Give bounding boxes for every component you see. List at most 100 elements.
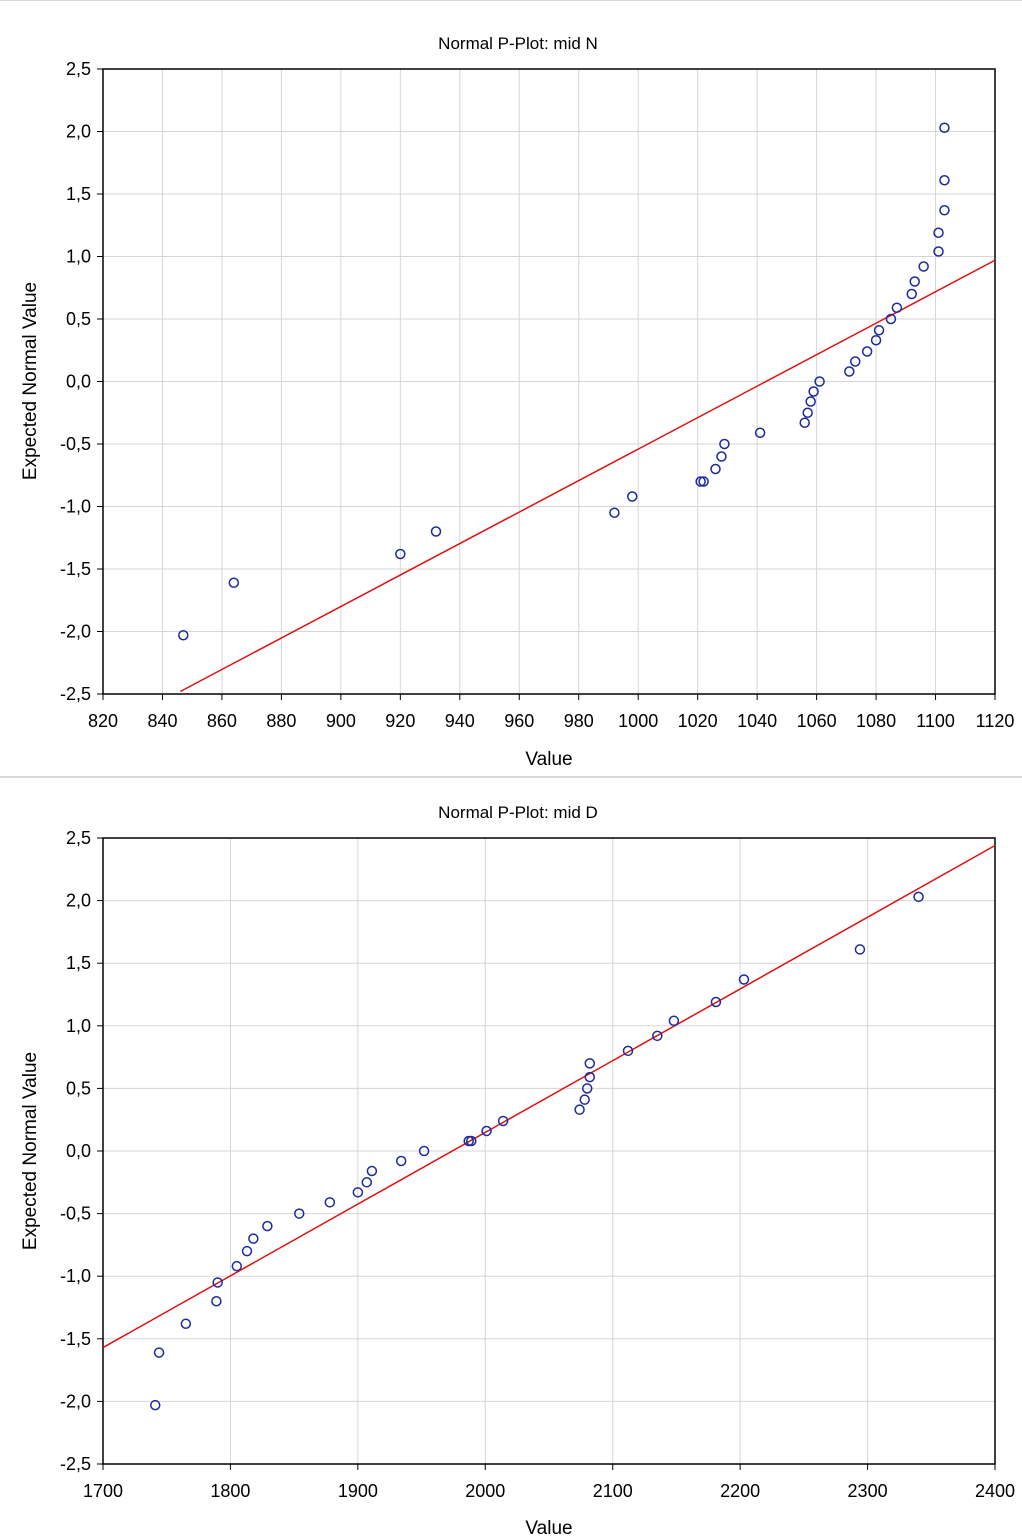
data-point	[228, 577, 240, 588]
x-tick-label: 1080	[856, 711, 896, 731]
y-tick-label: -1,5	[60, 1329, 91, 1349]
x-tick-label: 960	[504, 711, 534, 731]
data-point	[652, 1030, 663, 1042]
data-point	[579, 1094, 590, 1105]
x-tick-label: 1120	[976, 711, 1015, 731]
data-point	[366, 1165, 378, 1177]
y-tick-label: 1,0	[66, 247, 91, 267]
p-plot-mid-n: Normal P-Plot: mid N 820 840 860 880 900 920 9…	[20, 34, 1015, 770]
y-tick-label: 2,5	[66, 828, 91, 848]
data-point	[627, 491, 638, 502]
data-point	[873, 325, 885, 336]
chart-title: Normal P-Plot: mid N	[438, 34, 598, 53]
data-point	[584, 1058, 596, 1069]
data-point	[808, 386, 819, 397]
data-point	[710, 996, 722, 1008]
y-tick-label: -1,0	[60, 497, 91, 517]
data-point	[695, 476, 706, 487]
data-point	[802, 407, 813, 418]
x-tick-label: 1060	[797, 711, 837, 731]
y-tick-label: -2,5	[60, 684, 91, 704]
p-plot-mid-d: Normal P-Plot: mid D 1700 1800 1900 2000 210…	[20, 803, 1015, 1538]
data-point	[850, 356, 861, 367]
data-point	[622, 1045, 634, 1057]
data-point	[241, 1245, 253, 1257]
x-tick-label: 820	[88, 711, 118, 731]
data-point	[891, 302, 903, 313]
y-tick-label: 1,5	[66, 953, 91, 973]
data-point	[361, 1177, 373, 1188]
data-point	[180, 1318, 192, 1330]
fit-line	[102, 844, 996, 1349]
data-point	[430, 526, 442, 537]
data-point	[481, 1125, 492, 1137]
data-point	[854, 944, 866, 955]
data-point	[149, 1399, 161, 1411]
x-tick-label: 1040	[737, 711, 777, 731]
data-point	[609, 507, 620, 518]
y-tick-label: -2,0	[60, 622, 91, 642]
y-tick-label: 2,5	[66, 59, 91, 79]
data-point	[805, 396, 816, 407]
chart-panel-mid-d: Normal P-Plot: mid D 1700 1800 1900 2000 210…	[0, 776, 1022, 1540]
data-point	[584, 1071, 596, 1083]
data-point	[418, 1145, 430, 1157]
x-tick-label: 2300	[848, 1481, 888, 1501]
x-tick-label: 1800	[210, 1481, 250, 1501]
x-axis-label: Value	[525, 749, 572, 770]
data-point	[352, 1187, 364, 1198]
x-tick-label: 980	[564, 711, 594, 731]
data-point	[212, 1277, 223, 1288]
data-point	[909, 276, 920, 287]
data-point	[574, 1104, 585, 1115]
x-tick-label: 860	[207, 711, 237, 731]
data-point	[581, 1083, 593, 1094]
data-point	[933, 246, 944, 257]
data-point	[211, 1295, 222, 1307]
data-point	[719, 438, 730, 450]
y-axis-label: Expected Normal Value	[20, 1052, 41, 1250]
data-point	[939, 205, 950, 216]
x-tick-label: 880	[266, 711, 296, 731]
x-tick-label: 1100	[916, 711, 955, 731]
x-axis-label: Value	[525, 1518, 572, 1538]
data-point	[153, 1347, 165, 1358]
data-point	[324, 1197, 336, 1208]
chart-title: Normal P-Plot: mid D	[438, 803, 598, 822]
y-tick-label: -0,5	[60, 434, 91, 454]
chart-panel-mid-n: Normal P-Plot: mid N 820 840 860 880 900 920 9…	[0, 0, 1022, 770]
data-point	[913, 891, 924, 903]
x-tick-label: 1900	[338, 1481, 378, 1501]
data-point	[885, 313, 897, 325]
data-point	[939, 122, 950, 133]
y-tick-label: -2,5	[60, 1454, 91, 1474]
x-tick-label: 1000	[618, 711, 658, 731]
x-tick-label: 940	[445, 711, 475, 731]
data-point	[698, 476, 709, 487]
x-tick-label: 2400	[975, 1481, 1015, 1501]
data-point	[178, 630, 189, 641]
x-tick-label: 840	[147, 711, 177, 731]
y-tick-label: 0,5	[66, 309, 91, 329]
x-tick-label: 900	[326, 711, 356, 731]
data-point	[716, 451, 727, 462]
data-point	[844, 366, 855, 377]
data-point	[814, 376, 825, 387]
y-tick-label: -1,0	[60, 1266, 91, 1286]
data-point	[248, 1233, 259, 1244]
x-tick-label: 1700	[83, 1481, 123, 1501]
data-point	[799, 417, 810, 428]
y-tick-label: 0,5	[66, 1078, 91, 1098]
y-tick-label: 1,0	[66, 1016, 91, 1036]
y-tick-label: 2,0	[66, 122, 91, 142]
data-point	[395, 548, 406, 560]
data-point	[918, 261, 929, 272]
data-point	[231, 1260, 243, 1272]
y-tick-label: 1,5	[66, 184, 91, 204]
data-point	[497, 1115, 509, 1127]
data-point	[906, 288, 917, 300]
data-point	[939, 175, 950, 186]
y-tick-label: -2,0	[60, 1391, 91, 1411]
data-point	[870, 335, 882, 346]
data-point	[395, 1155, 407, 1167]
